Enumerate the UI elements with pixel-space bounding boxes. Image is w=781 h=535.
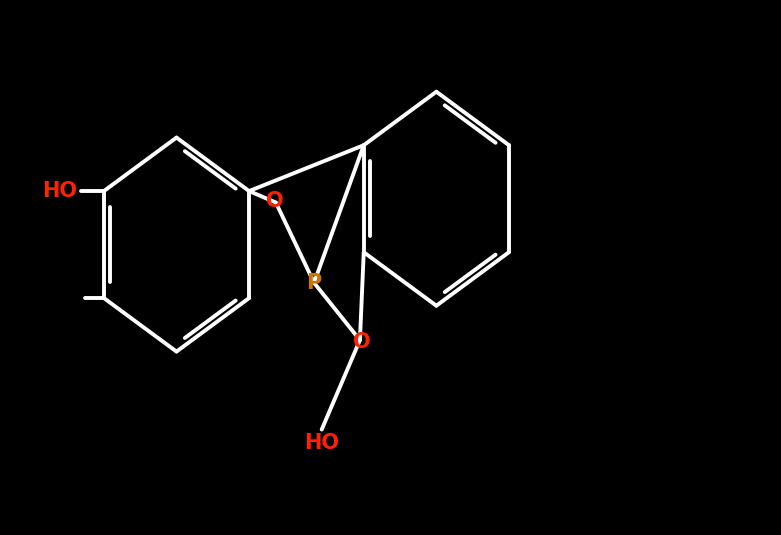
Text: HO: HO bbox=[305, 433, 339, 453]
Text: HO: HO bbox=[42, 181, 77, 201]
Text: O: O bbox=[353, 332, 370, 351]
Text: O: O bbox=[266, 191, 284, 211]
Text: P: P bbox=[306, 273, 322, 293]
